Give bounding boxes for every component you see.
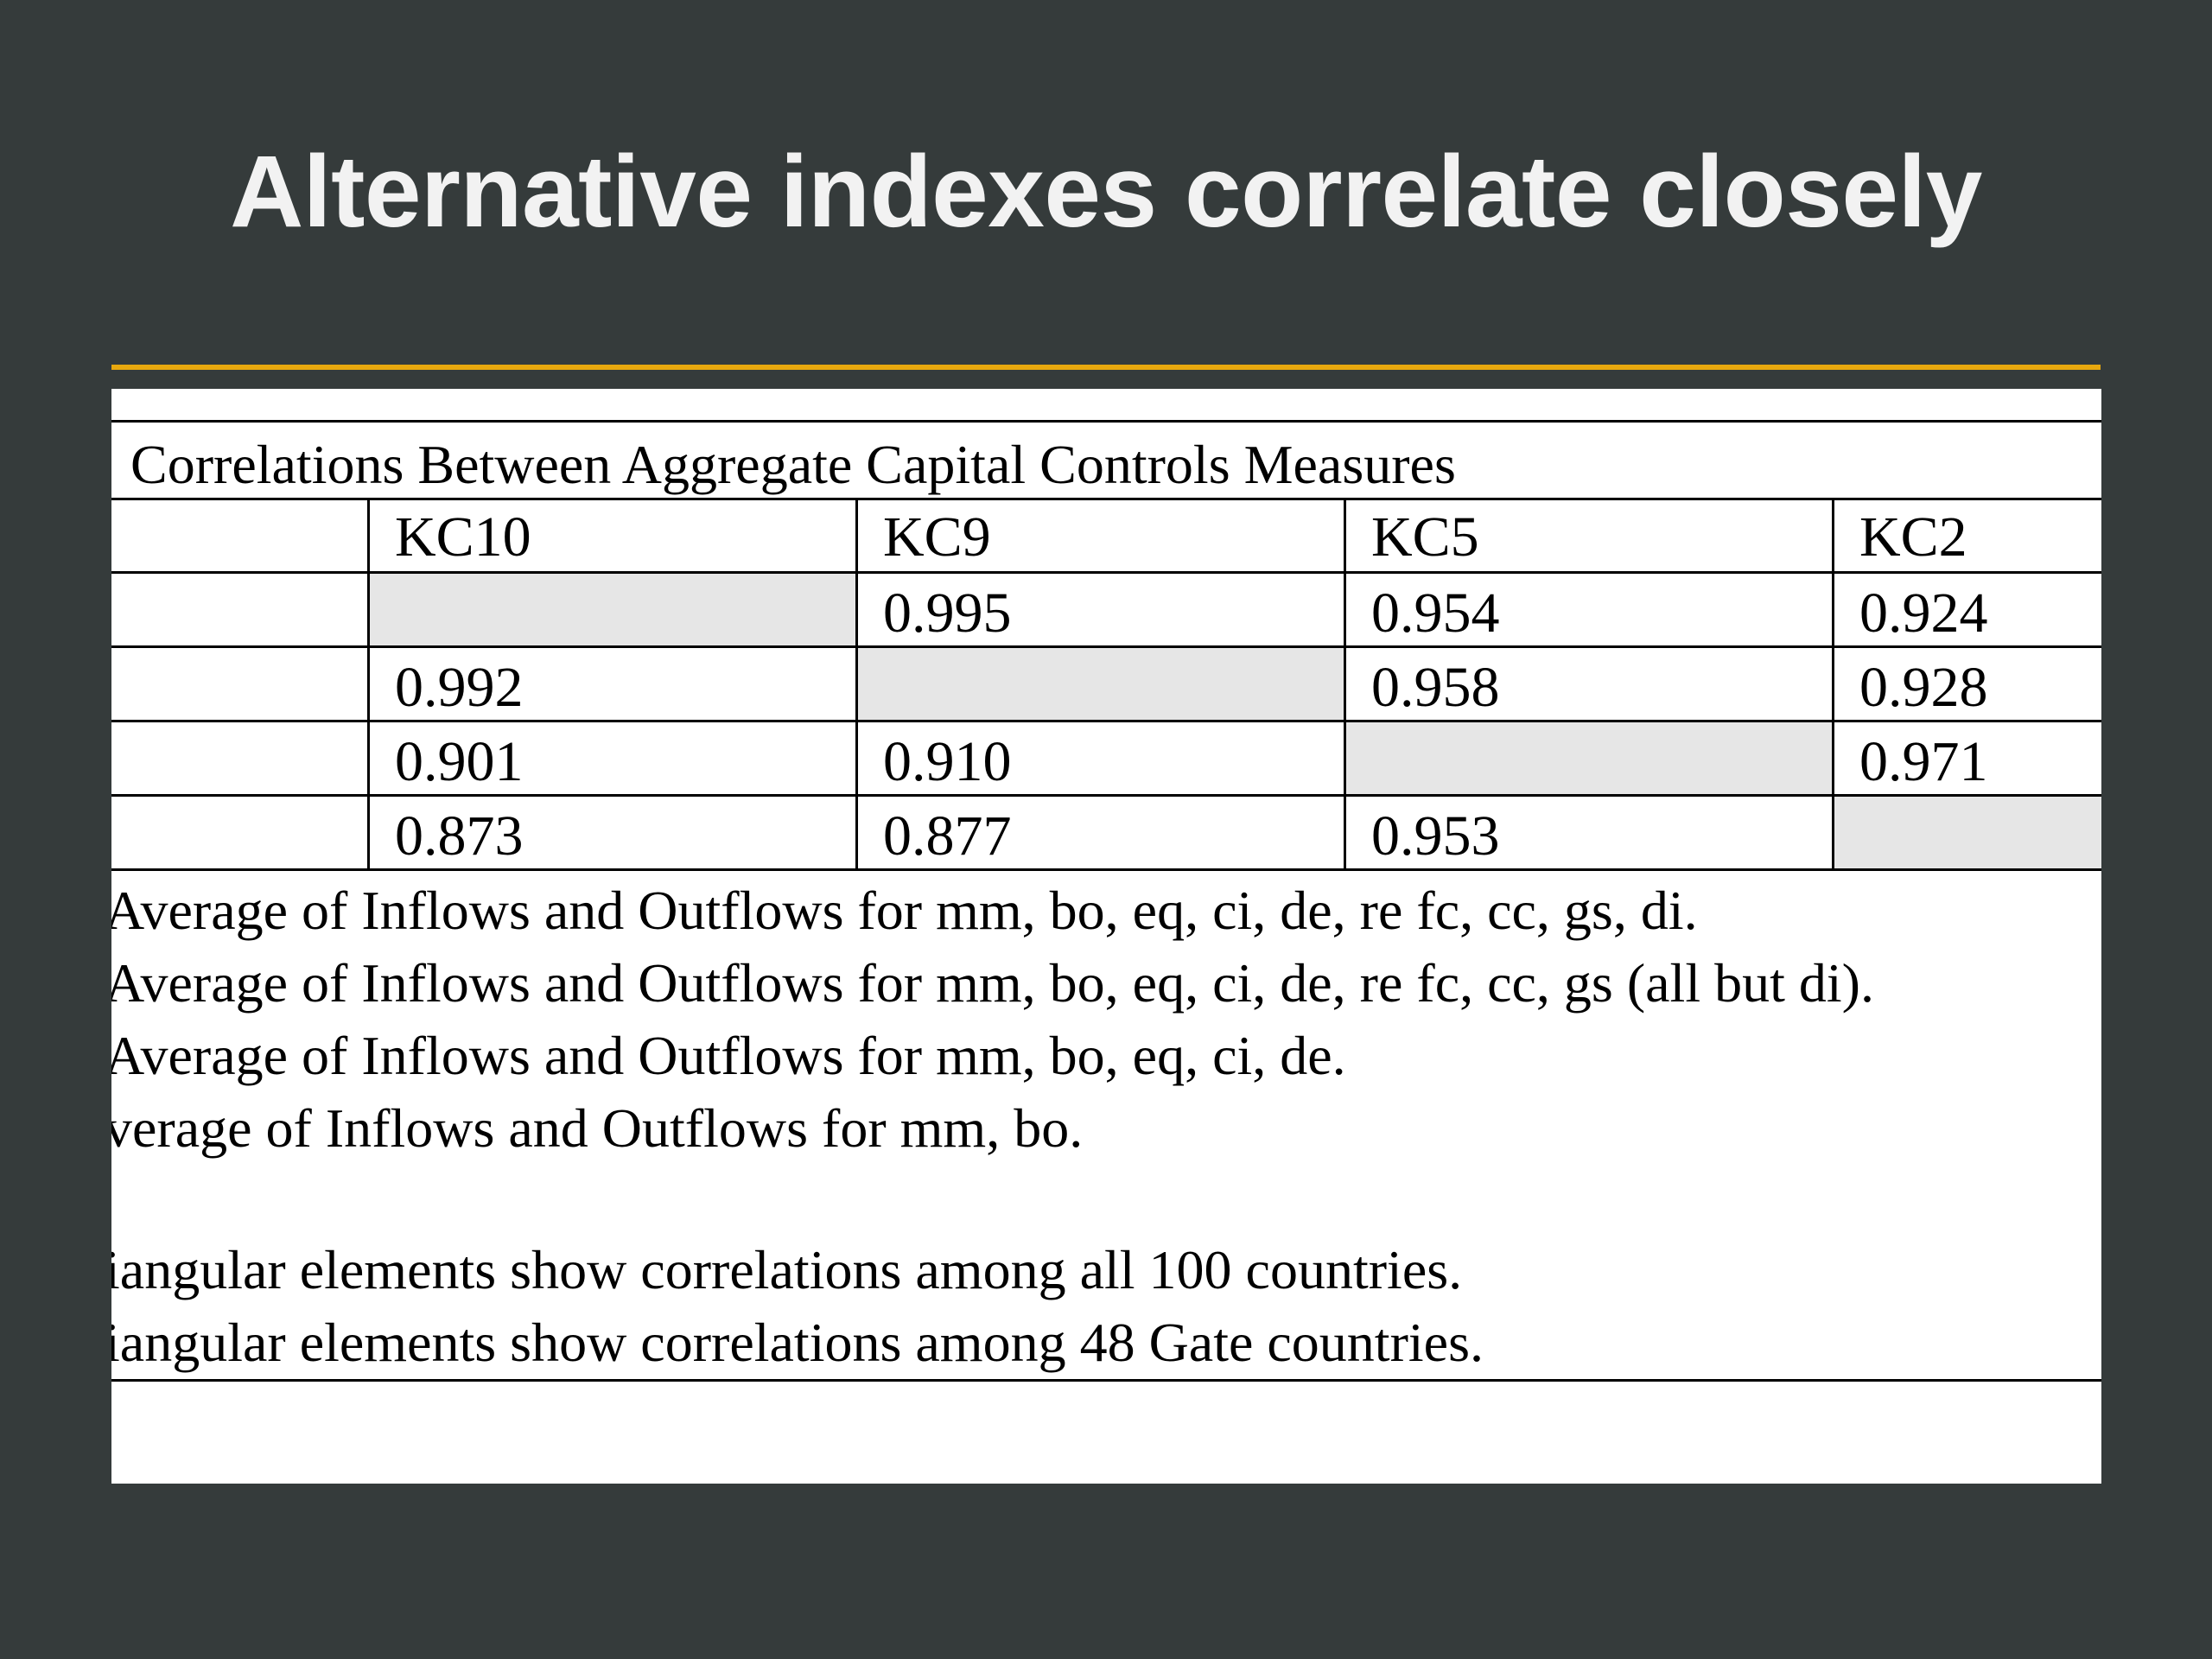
row-3-bottom-rule	[111, 794, 2101, 797]
column-divider-3	[1344, 498, 1346, 871]
table-cell: 0.877	[883, 804, 1012, 868]
table-cell: 0.873	[395, 804, 524, 868]
column-header-kc2: KC2	[1859, 505, 1967, 569]
definition-kc5: Average of Inflows and Outflows for mm, …	[111, 1025, 1346, 1086]
table-cell: 0.954	[1371, 582, 1500, 645]
column-header-kc9: KC9	[883, 505, 991, 569]
notes-bottom-rule	[111, 1379, 2101, 1382]
table-cell: 0.953	[1371, 804, 1500, 868]
footnote-lower-triangle: iangular elements show correlations amon…	[111, 1312, 1484, 1373]
table-cell: 0.992	[395, 656, 524, 719]
table-cell: 0.910	[883, 730, 1012, 793]
table-cell: 0.901	[395, 730, 524, 793]
column-header-kc10: KC10	[395, 505, 531, 569]
caption-bottom-rule	[111, 498, 2101, 500]
table-cell: 0.928	[1859, 656, 1988, 719]
table-top-rule	[111, 420, 2101, 423]
definition-kc9: Average of Inflows and Outflows for mm, …	[111, 952, 1874, 1014]
table-cell: 0.971	[1859, 730, 1988, 793]
diagonal-cell-kc10	[370, 574, 855, 645]
correlation-table-document: Correlations Between Aggregate Capital C…	[111, 389, 2101, 1484]
table-caption: Correlations Between Aggregate Capital C…	[130, 434, 1456, 495]
title-accent-rule	[111, 365, 2101, 370]
column-header-kc5: KC5	[1371, 505, 1479, 569]
table-cell: 0.958	[1371, 656, 1500, 719]
diagonal-cell-kc9	[858, 648, 1344, 720]
footnote-upper-triangle: iangular elements show correlations amon…	[111, 1239, 1463, 1300]
definition-kc2: verage of Inflows and Outflows for mm, b…	[111, 1097, 1084, 1159]
diagonal-cell-kc2	[1834, 797, 2101, 868]
column-divider-1	[367, 498, 370, 871]
row-4-bottom-rule	[111, 868, 2101, 871]
column-divider-4	[1832, 498, 1834, 871]
row-2-bottom-rule	[111, 720, 2101, 722]
diagonal-cell-kc5	[1346, 722, 1832, 794]
header-bottom-rule	[111, 571, 2101, 574]
slide-title: Alternative indexes correlate closely	[230, 135, 1982, 249]
row-1-bottom-rule	[111, 645, 2101, 648]
column-divider-2	[855, 498, 858, 871]
definition-kc10: Average of Inflows and Outflows for mm, …	[111, 880, 1698, 941]
table-cell: 0.924	[1859, 582, 1988, 645]
table-cell: 0.995	[883, 582, 1012, 645]
